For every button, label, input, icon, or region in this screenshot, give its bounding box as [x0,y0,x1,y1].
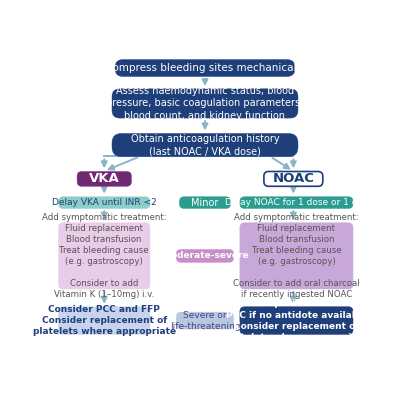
FancyBboxPatch shape [264,172,323,186]
Text: Minor: Minor [191,198,219,208]
Text: Assess haemodynamic status, blood
pressure, basic coagulation parameters,
blood : Assess haemodynamic status, blood pressu… [106,86,304,121]
FancyBboxPatch shape [58,197,150,208]
FancyBboxPatch shape [176,312,234,329]
FancyBboxPatch shape [115,60,295,76]
FancyBboxPatch shape [240,223,353,289]
FancyBboxPatch shape [112,89,298,118]
Text: Add symptomatic treatment:
Fluid replacement
Blood transfusion
Treat bleeding ca: Add symptomatic treatment: Fluid replace… [233,212,360,299]
Text: Compress bleeding sites mechanically: Compress bleeding sites mechanically [105,63,305,73]
Text: Obtain anticoagulation history
(last NOAC / VKA dose): Obtain anticoagulation history (last NOA… [131,134,279,156]
Text: Consider PCC and FFP
Consider replacement of
platelets where appropriate: Consider PCC and FFP Consider replacemen… [33,305,176,336]
Text: Moderate-severe: Moderate-severe [162,252,248,260]
FancyBboxPatch shape [58,307,150,334]
FancyBboxPatch shape [240,197,353,208]
Text: VKA: VKA [89,172,120,186]
Text: Consider specific antidote, or
PCC if no antidote available
Consider replacement: Consider specific antidote, or PCC if no… [221,300,372,342]
FancyBboxPatch shape [240,307,353,334]
Text: Delay NOAC for 1 dose or 1 day: Delay NOAC for 1 dose or 1 day [225,198,368,207]
FancyBboxPatch shape [180,197,230,208]
Text: Delay VKA until INR <2: Delay VKA until INR <2 [52,198,157,207]
Text: NOAC: NOAC [272,172,314,186]
FancyBboxPatch shape [77,172,131,186]
Text: Severe or
life-threatening: Severe or life-threatening [170,310,240,331]
FancyBboxPatch shape [112,134,298,156]
FancyBboxPatch shape [58,223,150,289]
FancyBboxPatch shape [176,250,234,262]
Text: Add symptomatic treatment:
Fluid replacement
Blood transfusion
Treat bleeding ca: Add symptomatic treatment: Fluid replace… [42,212,166,299]
